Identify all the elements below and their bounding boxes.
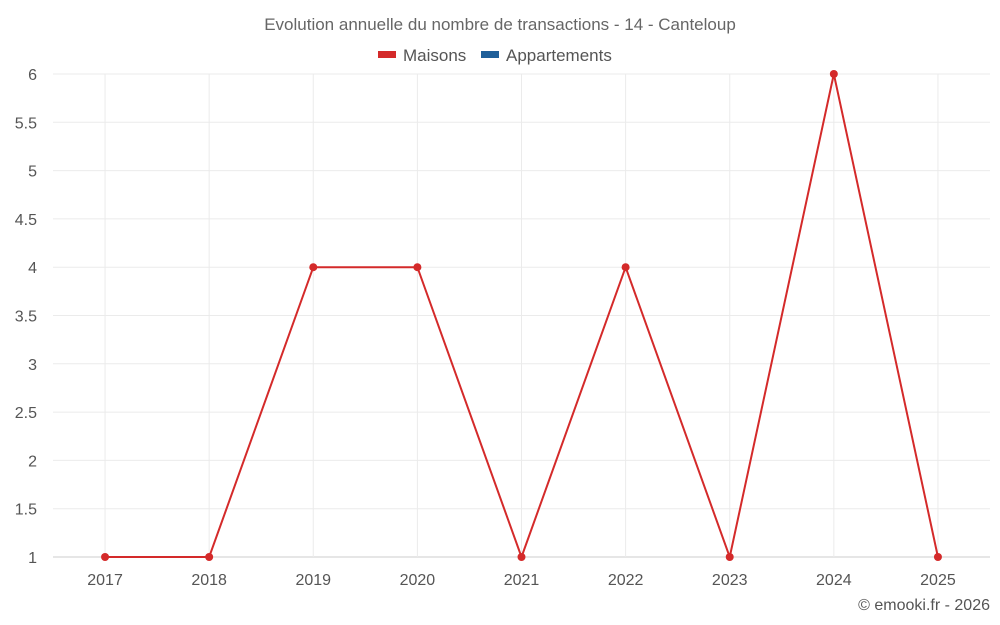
x-tick-label: 2020 [400, 572, 436, 589]
legend-swatch-appartements [481, 51, 499, 58]
x-axis-ticks: 2017 2018 2019 2020 2021 2022 2023 2024 2025 [87, 572, 956, 589]
x-tick-label: 2017 [87, 572, 123, 589]
legend-label-maisons: Maisons [403, 46, 466, 65]
legend-item-appartements[interactable]: Appartements [481, 46, 612, 65]
data-point-maisons[interactable] [517, 553, 526, 561]
x-tick-label: 2024 [816, 572, 852, 589]
y-tick-label: 3 [28, 357, 37, 374]
data-point-maisons[interactable] [309, 263, 318, 272]
legend-label-appartements: Appartements [506, 46, 612, 65]
legend-item-maisons[interactable]: Maisons [378, 46, 466, 65]
y-tick-label: 6 [28, 67, 37, 84]
y-tick-label: 3.5 [15, 309, 37, 326]
y-tick-label: 4 [28, 260, 37, 277]
data-point-maisons[interactable] [621, 263, 630, 272]
data-point-maisons[interactable] [725, 553, 734, 561]
x-tick-label: 2022 [608, 572, 644, 589]
y-tick-label: 2 [28, 453, 37, 470]
series-points [101, 70, 942, 561]
x-tick-label: 2019 [295, 572, 331, 589]
legend: Maisons Appartements [378, 46, 612, 65]
x-tick-label: 2018 [191, 572, 227, 589]
y-tick-label: 2.5 [15, 405, 37, 422]
x-tick-label: 2023 [712, 572, 748, 589]
data-point-maisons[interactable] [829, 70, 838, 78]
y-tick-label: 5.5 [15, 115, 37, 132]
data-point-maisons[interactable] [101, 553, 110, 561]
y-tick-label: 4.5 [15, 212, 37, 229]
y-axis-ticks: 1 1.5 2 2.5 3 3.5 4 4.5 5 5.5 6 [15, 67, 37, 567]
chart-title: Evolution annuelle du nombre de transact… [264, 15, 736, 34]
x-tick-label: 2021 [504, 572, 540, 589]
credit-text: © emooki.fr - 2026 [858, 597, 990, 614]
data-point-maisons[interactable] [413, 263, 422, 272]
y-tick-label: 1.5 [15, 502, 37, 519]
legend-swatch-maisons [378, 51, 396, 58]
y-tick-label: 1 [28, 550, 37, 567]
grid [53, 73, 990, 558]
data-point-maisons[interactable] [205, 553, 214, 561]
data-point-maisons[interactable] [933, 553, 942, 561]
x-tick-label: 2025 [920, 572, 956, 589]
y-tick-label: 5 [28, 164, 37, 181]
